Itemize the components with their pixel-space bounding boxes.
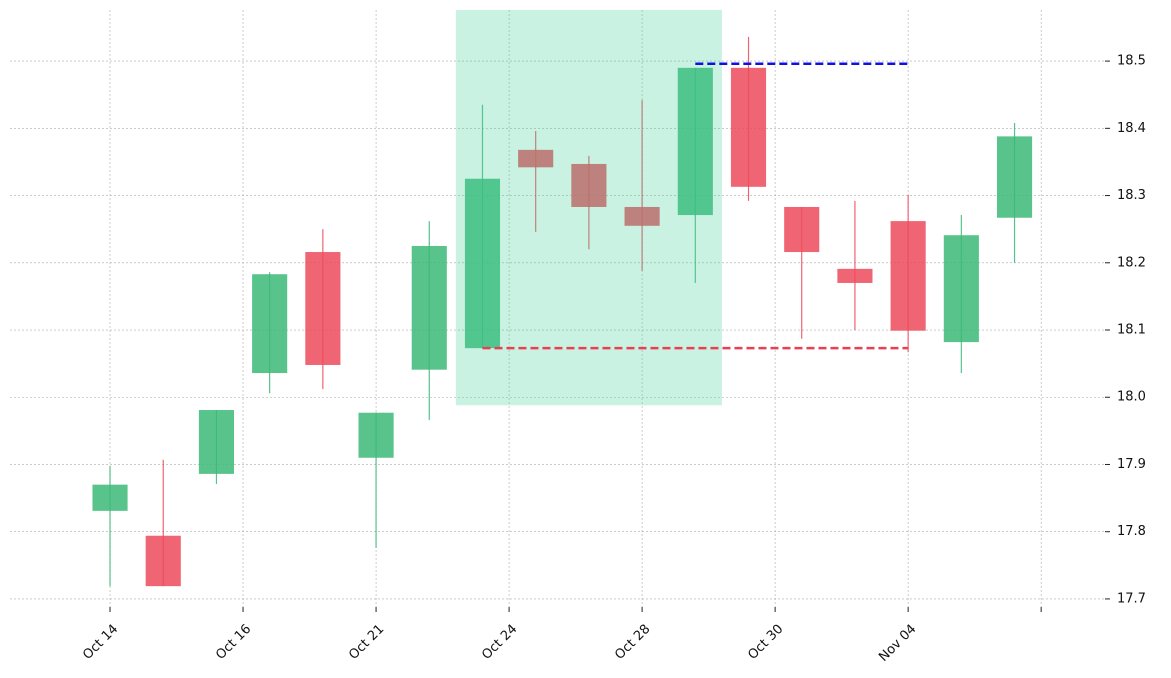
candle-body [996,136,1033,218]
x-tick-label: Nov 04 [876,622,919,665]
candle-body [252,274,288,374]
x-tick-label: Oct 30 [745,622,786,663]
x-tick-label: Oct 21 [346,622,387,663]
x-tick-label: Oct 14 [80,622,121,663]
candle-body [571,163,607,207]
candle-body [890,221,926,331]
x-tick-label: Oct 24 [479,622,520,663]
candle-body [624,206,660,226]
y-tick-label: 17.7 [1117,591,1146,606]
candle-body [358,412,394,458]
candle-body [784,206,820,253]
candle-body [305,252,341,365]
candle-body [145,535,181,587]
candle-body [411,245,447,370]
candle-body [198,410,235,474]
candle-body [943,235,979,343]
y-tick-label: 18.4 [1117,121,1146,136]
y-tick-label: 18.3 [1117,188,1146,203]
y-tick-label: 18.0 [1117,390,1146,405]
candle-body [730,67,767,187]
x-tick-label: Oct 16 [213,622,254,663]
candle-body [464,178,501,349]
y-tick-label: 17.9 [1117,457,1146,472]
candle-body [837,268,873,283]
y-tick-label: 18.1 [1117,323,1146,338]
y-tick-label: 18.2 [1117,255,1146,270]
y-tick-label: 17.8 [1117,524,1146,539]
y-tick-label: 18.5 [1117,54,1146,69]
candle-body [677,67,713,216]
x-tick-label: Oct 28 [612,622,653,663]
candle-body [92,484,128,511]
candle-body [518,149,554,168]
highlight-region [455,10,722,406]
